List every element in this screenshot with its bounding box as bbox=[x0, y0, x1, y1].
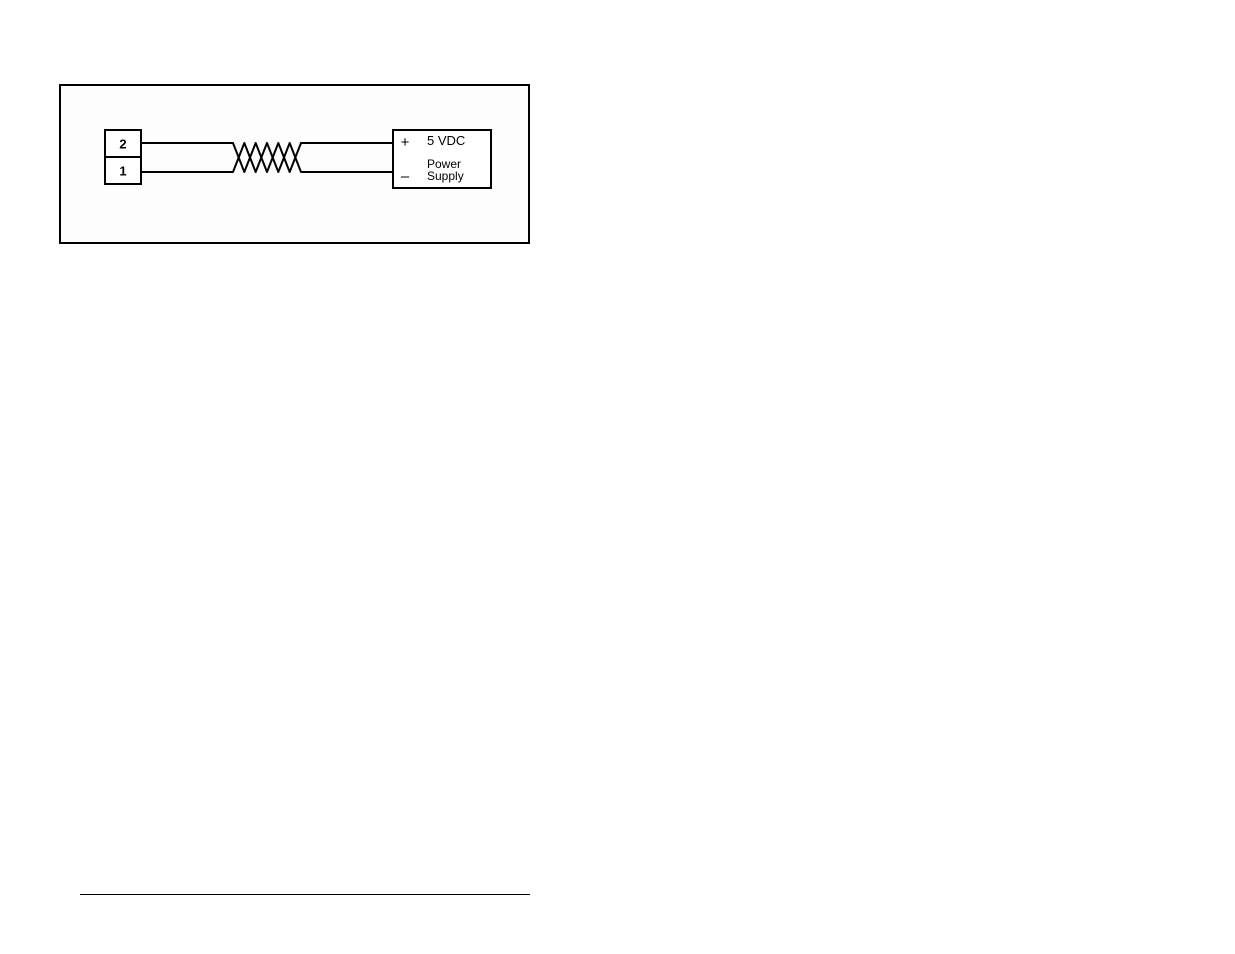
figure-frame: 2 1 + – 5 VDC Power Supply bbox=[59, 84, 530, 244]
wire-top bbox=[141, 143, 393, 172]
minus-terminal-label: – bbox=[401, 168, 410, 185]
wiring-diagram: 2 1 + – 5 VDC Power Supply bbox=[61, 86, 532, 246]
wire-bottom bbox=[141, 143, 393, 172]
connector-block: 2 1 bbox=[105, 130, 141, 184]
power-supply-block: + – 5 VDC Power Supply bbox=[393, 130, 491, 188]
twisted-pair bbox=[141, 143, 393, 172]
power-supply-voltage: 5 VDC bbox=[427, 133, 465, 148]
power-supply-label-2: Supply bbox=[427, 169, 464, 183]
pin-1-label: 1 bbox=[119, 163, 126, 178]
pin-2-label: 2 bbox=[119, 136, 126, 151]
footer-rule bbox=[80, 894, 530, 895]
plus-terminal-label: + bbox=[401, 134, 410, 151]
